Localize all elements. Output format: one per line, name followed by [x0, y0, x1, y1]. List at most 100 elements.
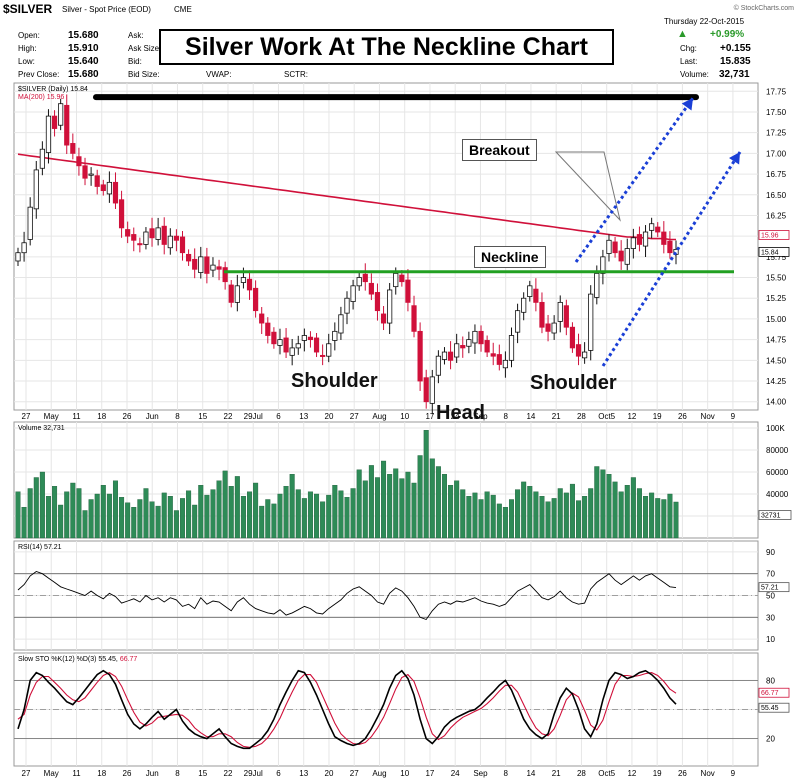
- candle-body: [320, 354, 326, 357]
- candle-body: [575, 344, 582, 357]
- symbol: $SILVER: [3, 2, 53, 16]
- open-label: Open:: [18, 31, 40, 40]
- x-tick-label: 12: [627, 769, 636, 778]
- volume-bar: [362, 480, 368, 539]
- candle-body: [143, 231, 149, 245]
- candle-body: [612, 241, 618, 254]
- rsi-last-label: 57.21: [761, 585, 779, 592]
- candle-body: [636, 234, 643, 245]
- volume-bar: [253, 482, 259, 539]
- x-tick-label: 27: [22, 412, 31, 421]
- vwap-label: VWAP:: [206, 70, 232, 79]
- volume-bar: [576, 500, 582, 539]
- volume-last-box: [758, 510, 792, 520]
- candle-body: [655, 226, 661, 233]
- volume-bar: [466, 496, 472, 539]
- volume-bar: [125, 502, 131, 539]
- candle-body: [118, 199, 125, 229]
- candle-body: [313, 337, 320, 353]
- x-tick-label: 8: [503, 769, 508, 778]
- chg-label: Chg:: [680, 44, 697, 53]
- neckline-label: Neckline: [474, 246, 546, 268]
- x-tick-label: 28: [577, 769, 586, 778]
- volume-bar: [667, 493, 673, 539]
- volume-bar: [259, 505, 265, 539]
- volume-bar: [460, 489, 466, 539]
- x-tick-label: 26: [123, 769, 132, 778]
- volume-bar: [76, 488, 82, 539]
- volume-bar: [661, 499, 667, 539]
- price-tick-label: 16.75: [766, 170, 787, 179]
- volume-bar: [155, 505, 161, 539]
- x-tick-label: Aug: [372, 412, 386, 421]
- volume-bar: [198, 485, 204, 539]
- candle-body: [527, 285, 533, 297]
- candle-body: [45, 115, 52, 153]
- volume-last-label: 32731: [761, 513, 781, 520]
- high-value: 15.910: [68, 43, 99, 54]
- date: Thursday 22-Oct-2015: [664, 17, 745, 26]
- high-label: High:: [18, 44, 37, 53]
- volume-bar: [192, 504, 198, 539]
- candle-body: [27, 206, 33, 240]
- candle-body: [88, 173, 94, 176]
- price-tick-label: 17.25: [766, 129, 787, 138]
- x-tick-label: 20: [325, 412, 334, 421]
- x-tick-label: 21: [552, 769, 561, 778]
- sto-tick-label: 20: [766, 735, 775, 744]
- volume-bar: [167, 496, 173, 539]
- prev-close-value: 15.680: [68, 69, 99, 80]
- candle-body: [82, 165, 88, 179]
- price-tick-label: 15.25: [766, 294, 787, 303]
- volume-bar: [204, 494, 210, 539]
- volume-bar: [338, 490, 344, 539]
- rsi-tick-label: 10: [766, 635, 775, 644]
- x-tick-label: 24: [451, 412, 460, 421]
- volume-bar: [521, 481, 527, 539]
- volume-bar: [58, 504, 64, 539]
- candle-body: [222, 267, 228, 283]
- candle-body: [277, 339, 283, 346]
- candle-body: [508, 335, 515, 361]
- candle-body: [332, 330, 338, 341]
- candle-body: [429, 376, 435, 404]
- panel-price: [13, 82, 759, 411]
- volume-bar: [52, 486, 58, 539]
- candle-body: [100, 184, 106, 192]
- x-tick-label: 20: [325, 769, 334, 778]
- candle-body: [234, 285, 240, 303]
- ma-last-label: 15.96: [761, 232, 779, 239]
- x-tick-label: 18: [97, 769, 106, 778]
- volume-bar: [228, 486, 234, 539]
- candle-body: [569, 326, 576, 349]
- volume-bar: [502, 507, 508, 539]
- up-arrow-icon: ▲: [677, 28, 688, 40]
- volume-bar: [314, 493, 320, 539]
- x-tick-label: Jun: [146, 769, 159, 778]
- volume-bar: [240, 496, 246, 539]
- left-shoulder-label: Shoulder: [291, 370, 378, 392]
- x-tick-label: 8: [175, 769, 180, 778]
- volume-value: 32,731: [719, 69, 750, 80]
- x-tick-label: 29Jul: [244, 769, 263, 778]
- volume-bar: [350, 488, 356, 539]
- lower-channel-arrow-head: [729, 152, 740, 165]
- volume-bar: [588, 488, 594, 539]
- candle-body: [441, 351, 448, 360]
- candle-body: [484, 340, 490, 353]
- x-tick-label: Oct5: [598, 412, 615, 421]
- exchange: CME: [174, 5, 192, 14]
- candle-body: [253, 287, 259, 312]
- candle-body: [606, 239, 612, 254]
- candle-body: [667, 240, 673, 254]
- candle-body: [94, 175, 100, 187]
- volume-bar: [496, 503, 502, 539]
- candle-body: [618, 250, 624, 262]
- volume-bar: [472, 492, 478, 539]
- rsi-line: [17, 570, 677, 621]
- candle-body: [411, 305, 417, 332]
- candle-body: [405, 279, 411, 303]
- candle-body: [582, 351, 588, 359]
- volume-bar: [222, 470, 228, 539]
- candle-body: [514, 310, 521, 333]
